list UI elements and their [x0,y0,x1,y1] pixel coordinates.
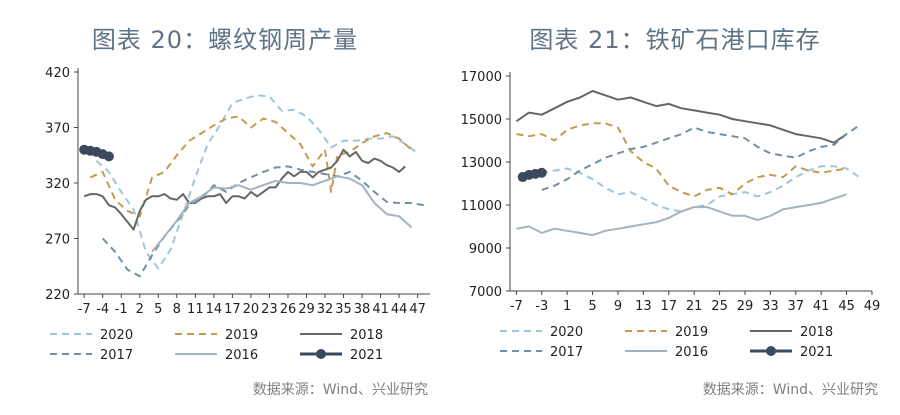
x-tick-label: 11 [187,302,204,317]
x-tick-label: 37 [788,299,805,314]
chart-title: 图表 20：螺纹钢周产量 [91,26,359,54]
x-tick-label: 9 [614,299,622,314]
legend-label-2018: 2018 [350,328,383,343]
x-tick-label: 25 [711,299,728,314]
legend-label-2016: 2016 [225,348,258,363]
x-tick-label: 32 [317,302,334,317]
x-tick-label: 26 [280,302,297,317]
x-tick-label: -1 [115,302,128,317]
legend-label-2019: 2019 [225,328,258,343]
x-tick-label: -3 [535,299,548,314]
legend-label-2017: 2017 [550,345,583,360]
x-tick-label: 5 [588,299,596,314]
legend-label-2016: 2016 [675,345,708,360]
chart-panel-iron-ore: 图表 21：铁矿石港口库存 7000 9000 11000 13000 15000 170… [450,0,900,415]
x-tick-label: 29 [737,299,754,314]
series-line-2018 [515,90,848,144]
series-line-2018 [83,148,406,231]
y-tick-label: 17000 [461,70,502,85]
y-tick-label: 11000 [461,199,502,214]
x-tick-label: 41 [813,299,830,314]
x-tick-label: 41 [372,302,389,317]
x-tick-label: 21 [686,299,703,314]
x-tick-label: 49 [864,299,881,314]
x-tick-label: -7 [510,299,523,314]
chart-svg-rebar: 220 270 320 370 420 -7 -4 -1 2 5 8 11 14 17 20 23 26 29 32… [45,66,430,363]
y-tick-label: 13000 [461,156,502,171]
source-note: 数据来源：Wind、兴业研究 [252,382,428,398]
x-tick-label: 38 [354,302,371,317]
x-tick-label: 29 [298,302,315,317]
y-tick-label: 370 [45,122,70,137]
series-line-2017 [541,124,860,191]
x-tick-label: 23 [261,302,278,317]
legend-label-2017: 2017 [100,348,133,363]
y-tick-label: 270 [45,233,70,248]
x-tick-label: 1 [563,299,571,314]
x-tick-label: 35 [335,302,352,317]
x-tick-label: 13 [635,299,652,314]
x-tick-label: 47 [409,302,426,317]
y-tick-label: 320 [45,177,70,192]
y-tick-label: 420 [45,66,70,81]
x-tick-label: 5 [154,302,162,317]
series-line-2016 [151,175,413,253]
legend-marker-2021 [316,349,326,359]
x-tick-label: 8 [173,302,181,317]
x-tick-label: 14 [206,302,223,317]
source-note: 数据来源：Wind、兴业研究 [702,382,878,398]
series-point-2021 [536,167,547,178]
legend-label-2021: 2021 [350,348,383,363]
series-line-2019 [89,115,413,218]
x-tick-label: 2 [136,302,144,317]
legend-label-2018: 2018 [800,325,833,340]
x-tick-label: -4 [96,302,109,317]
x-tick-label: 17 [660,299,677,314]
x-tick-label: 17 [224,302,241,317]
y-tick-label: 9000 [469,242,502,257]
series-line-2020 [95,94,419,270]
series-line-2016 [516,193,847,237]
y-tick-label: 15000 [461,113,502,128]
x-tick-label: 20 [243,302,260,317]
legend-label-2019: 2019 [675,325,708,340]
series-line-2017 [101,165,424,278]
x-tick-label: 33 [762,299,779,314]
series-line-2019 [516,122,847,198]
chart-title: 图表 21：铁矿石港口库存 [529,26,821,54]
legend-label-2021: 2021 [800,345,833,360]
series-point-2021 [103,151,114,162]
y-tick-label: 7000 [469,285,502,300]
x-tick-label: -7 [78,302,91,317]
legend-label-2020: 2020 [100,328,133,343]
chart-panel-rebar: 图表 20：螺纹钢周产量 220 270 320 370 420 -7 -4 -1 2 5 8 11 1… [45,26,430,398]
x-tick-label: 44 [391,302,408,317]
x-tick-label: 45 [838,299,855,314]
y-tick-label: 220 [45,288,70,303]
chart-svg-iron-ore: 7000 9000 11000 13000 15000 17000 -7 -3 1 5 9 13 17 2… [461,70,881,360]
legend-marker-2021 [766,346,776,356]
legend-label-2020: 2020 [550,325,583,340]
